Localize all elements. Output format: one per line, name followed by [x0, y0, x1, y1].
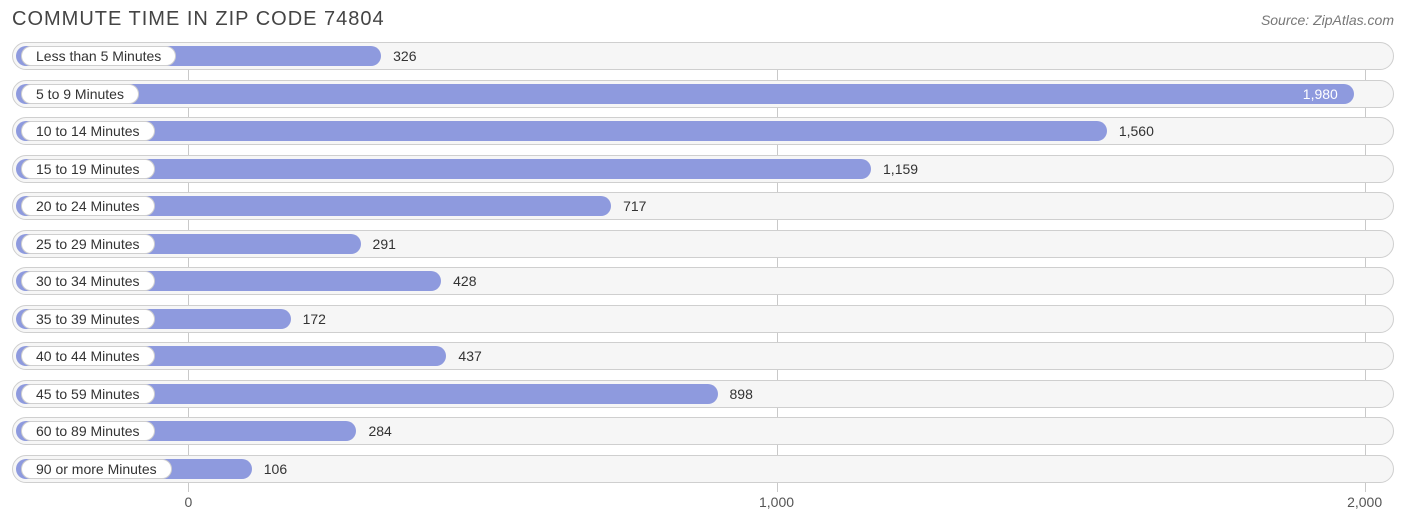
value-label: 291 [365, 231, 404, 257]
bar-track: 30 to 34 Minutes 428 [12, 267, 1394, 295]
value-label: 1,560 [1111, 118, 1162, 144]
plot-area: Less than 5 Minutes 326 5 to 9 Minutes 1,98… [12, 42, 1394, 492]
category-pill: Less than 5 Minutes [21, 46, 176, 66]
chart-source: Source: ZipAtlas.com [1261, 12, 1394, 28]
value-label: 172 [295, 306, 334, 332]
chart-title: COMMUTE TIME IN ZIP CODE 74804 [12, 8, 385, 31]
bar-track: 60 to 89 Minutes 284 [12, 417, 1394, 445]
value-label: 437 [450, 343, 489, 369]
bar-track: 35 to 39 Minutes 172 [12, 305, 1394, 333]
category-pill: 15 to 19 Minutes [21, 159, 155, 179]
bar-track: 20 to 24 Minutes 717 [12, 192, 1394, 220]
bar-track: 5 to 9 Minutes 1,980 [12, 80, 1394, 108]
value-label: 1,159 [875, 156, 926, 182]
bar-track: 25 to 29 Minutes 291 [12, 230, 1394, 258]
header-row: COMMUTE TIME IN ZIP CODE 74804 Source: Z… [12, 8, 1394, 36]
value-label: 428 [445, 268, 484, 294]
category-pill: 10 to 14 Minutes [21, 121, 155, 141]
value-label: 106 [256, 456, 295, 482]
category-pill: 25 to 29 Minutes [21, 234, 155, 254]
category-pill: 90 or more Minutes [21, 459, 172, 479]
value-label: 898 [722, 381, 761, 407]
category-pill: 45 to 59 Minutes [21, 384, 155, 404]
bar-track: 40 to 44 Minutes 437 [12, 342, 1394, 370]
bar [16, 121, 1107, 141]
category-pill: 20 to 24 Minutes [21, 196, 155, 216]
bar [16, 84, 1354, 104]
value-label: 717 [615, 193, 654, 219]
chart-container: COMMUTE TIME IN ZIP CODE 74804 Source: Z… [0, 0, 1406, 522]
value-label: 1,980 [1295, 81, 1346, 107]
bar-track: 10 to 14 Minutes 1,560 [12, 117, 1394, 145]
x-axis-label: 0 [185, 494, 193, 510]
x-axis-label: 2,000 [1347, 494, 1382, 510]
bar-track: 90 or more Minutes 106 [12, 455, 1394, 483]
category-pill: 60 to 89 Minutes [21, 421, 155, 441]
bar-track: Less than 5 Minutes 326 [12, 42, 1394, 70]
value-label: 284 [360, 418, 399, 444]
value-label: 326 [385, 43, 424, 69]
category-pill: 40 to 44 Minutes [21, 346, 155, 366]
category-pill: 35 to 39 Minutes [21, 309, 155, 329]
bar-track: 15 to 19 Minutes 1,159 [12, 155, 1394, 183]
x-axis-label: 1,000 [759, 494, 794, 510]
category-pill: 30 to 34 Minutes [21, 271, 155, 291]
x-axis: 0 1,000 2,000 [12, 492, 1394, 516]
category-pill: 5 to 9 Minutes [21, 84, 139, 104]
bar-track: 45 to 59 Minutes 898 [12, 380, 1394, 408]
